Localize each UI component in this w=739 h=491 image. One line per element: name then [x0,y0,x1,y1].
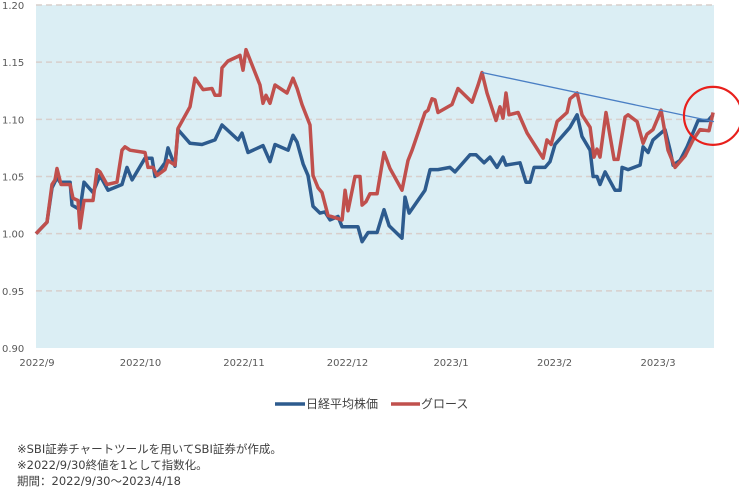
note-source: ※SBI証券チャートツールを用いてSBI証券が作成。 [17,442,282,456]
x-tick-label: 2023/2 [537,358,572,369]
note-index: ※2022/9/30終値を1として指数化。 [17,458,208,472]
legend: 日経平均株価 グロース [275,396,468,411]
y-tick-label: 0.95 [2,287,24,298]
x-tick-label: 2023/3 [640,358,675,369]
x-tick-label: 2022/12 [327,358,369,369]
y-tick-label: 1.05 [2,173,24,184]
x-tick-label: 2022/10 [120,358,162,369]
footnotes: ※SBI証券チャートツールを用いてSBI証券が作成。 ※2022/9/30終値を… [17,441,282,489]
series-line-growth [34,47,715,235]
series-line-nikkei [34,113,715,244]
legend-label-nikkei: 日経平均株価 [306,396,378,411]
y-tick-label: 1.20 [2,1,24,12]
note-period: 期間：2022/9/30～2023/4/18 [17,474,181,488]
y-tick-label: 1.15 [2,58,24,69]
legend-label-growth: グロース [421,397,468,411]
x-tick-label: 2023/1 [433,358,468,369]
highlight-circle [682,85,739,146]
x-tick-label: 2022/11 [223,358,265,369]
y-tick-label: 0.90 [2,344,24,355]
y-tick-label: 1.00 [2,230,24,241]
y-tick-label: 1.10 [2,115,24,126]
trend-line [481,71,715,123]
x-tick-label: 2022/9 [19,358,54,369]
